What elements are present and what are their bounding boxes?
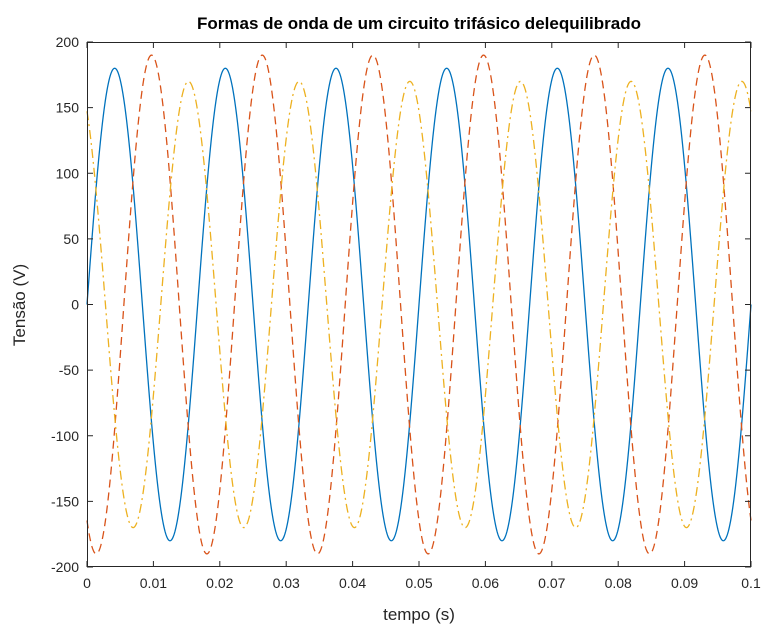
chart-title: Formas de onda de um circuito trifásico … — [197, 14, 641, 33]
x-tick-label: 0.04 — [339, 575, 366, 591]
x-tick-label: 0.05 — [405, 575, 432, 591]
series-layer — [86, 54, 752, 555]
x-axis-title: tempo (s) — [383, 605, 455, 624]
x-tick-label: 0.03 — [273, 575, 300, 591]
y-tick-label: -150 — [51, 493, 79, 509]
x-tick-label: 0.09 — [671, 575, 698, 591]
x-tick-label: 0.02 — [206, 575, 233, 591]
y-tick-label: 200 — [56, 34, 80, 50]
x-tick-label: 0 — [83, 575, 91, 591]
y-tick-label: -100 — [51, 428, 79, 444]
y-tick-label: 150 — [56, 100, 80, 116]
y-tick-label: 50 — [63, 231, 79, 247]
series-line-3 — [86, 80, 752, 529]
x-tick-label: 0.01 — [140, 575, 167, 591]
y-tick-label: 0 — [71, 297, 79, 313]
x-tick-label: 0.1 — [741, 575, 761, 591]
series-line-1 — [86, 67, 752, 542]
series-line-2 — [86, 54, 752, 555]
x-tick-label: 0.07 — [538, 575, 565, 591]
y-axis-title: Tensão (V) — [10, 264, 29, 346]
x-tick-label: 0.08 — [605, 575, 632, 591]
x-axis: 0 0.01 0.02 0.03 0.04 0.05 0.06 0.07 0.08 0.09 0.1 — [83, 42, 761, 591]
x-tick-label: 0.06 — [472, 575, 499, 591]
y-tick-label: -50 — [59, 362, 79, 378]
y-tick-label: -200 — [51, 559, 79, 575]
y-tick-label: 100 — [56, 165, 80, 181]
y-axis: -200 -150 -100 -50 0 50 100 150 200 — [51, 34, 751, 575]
